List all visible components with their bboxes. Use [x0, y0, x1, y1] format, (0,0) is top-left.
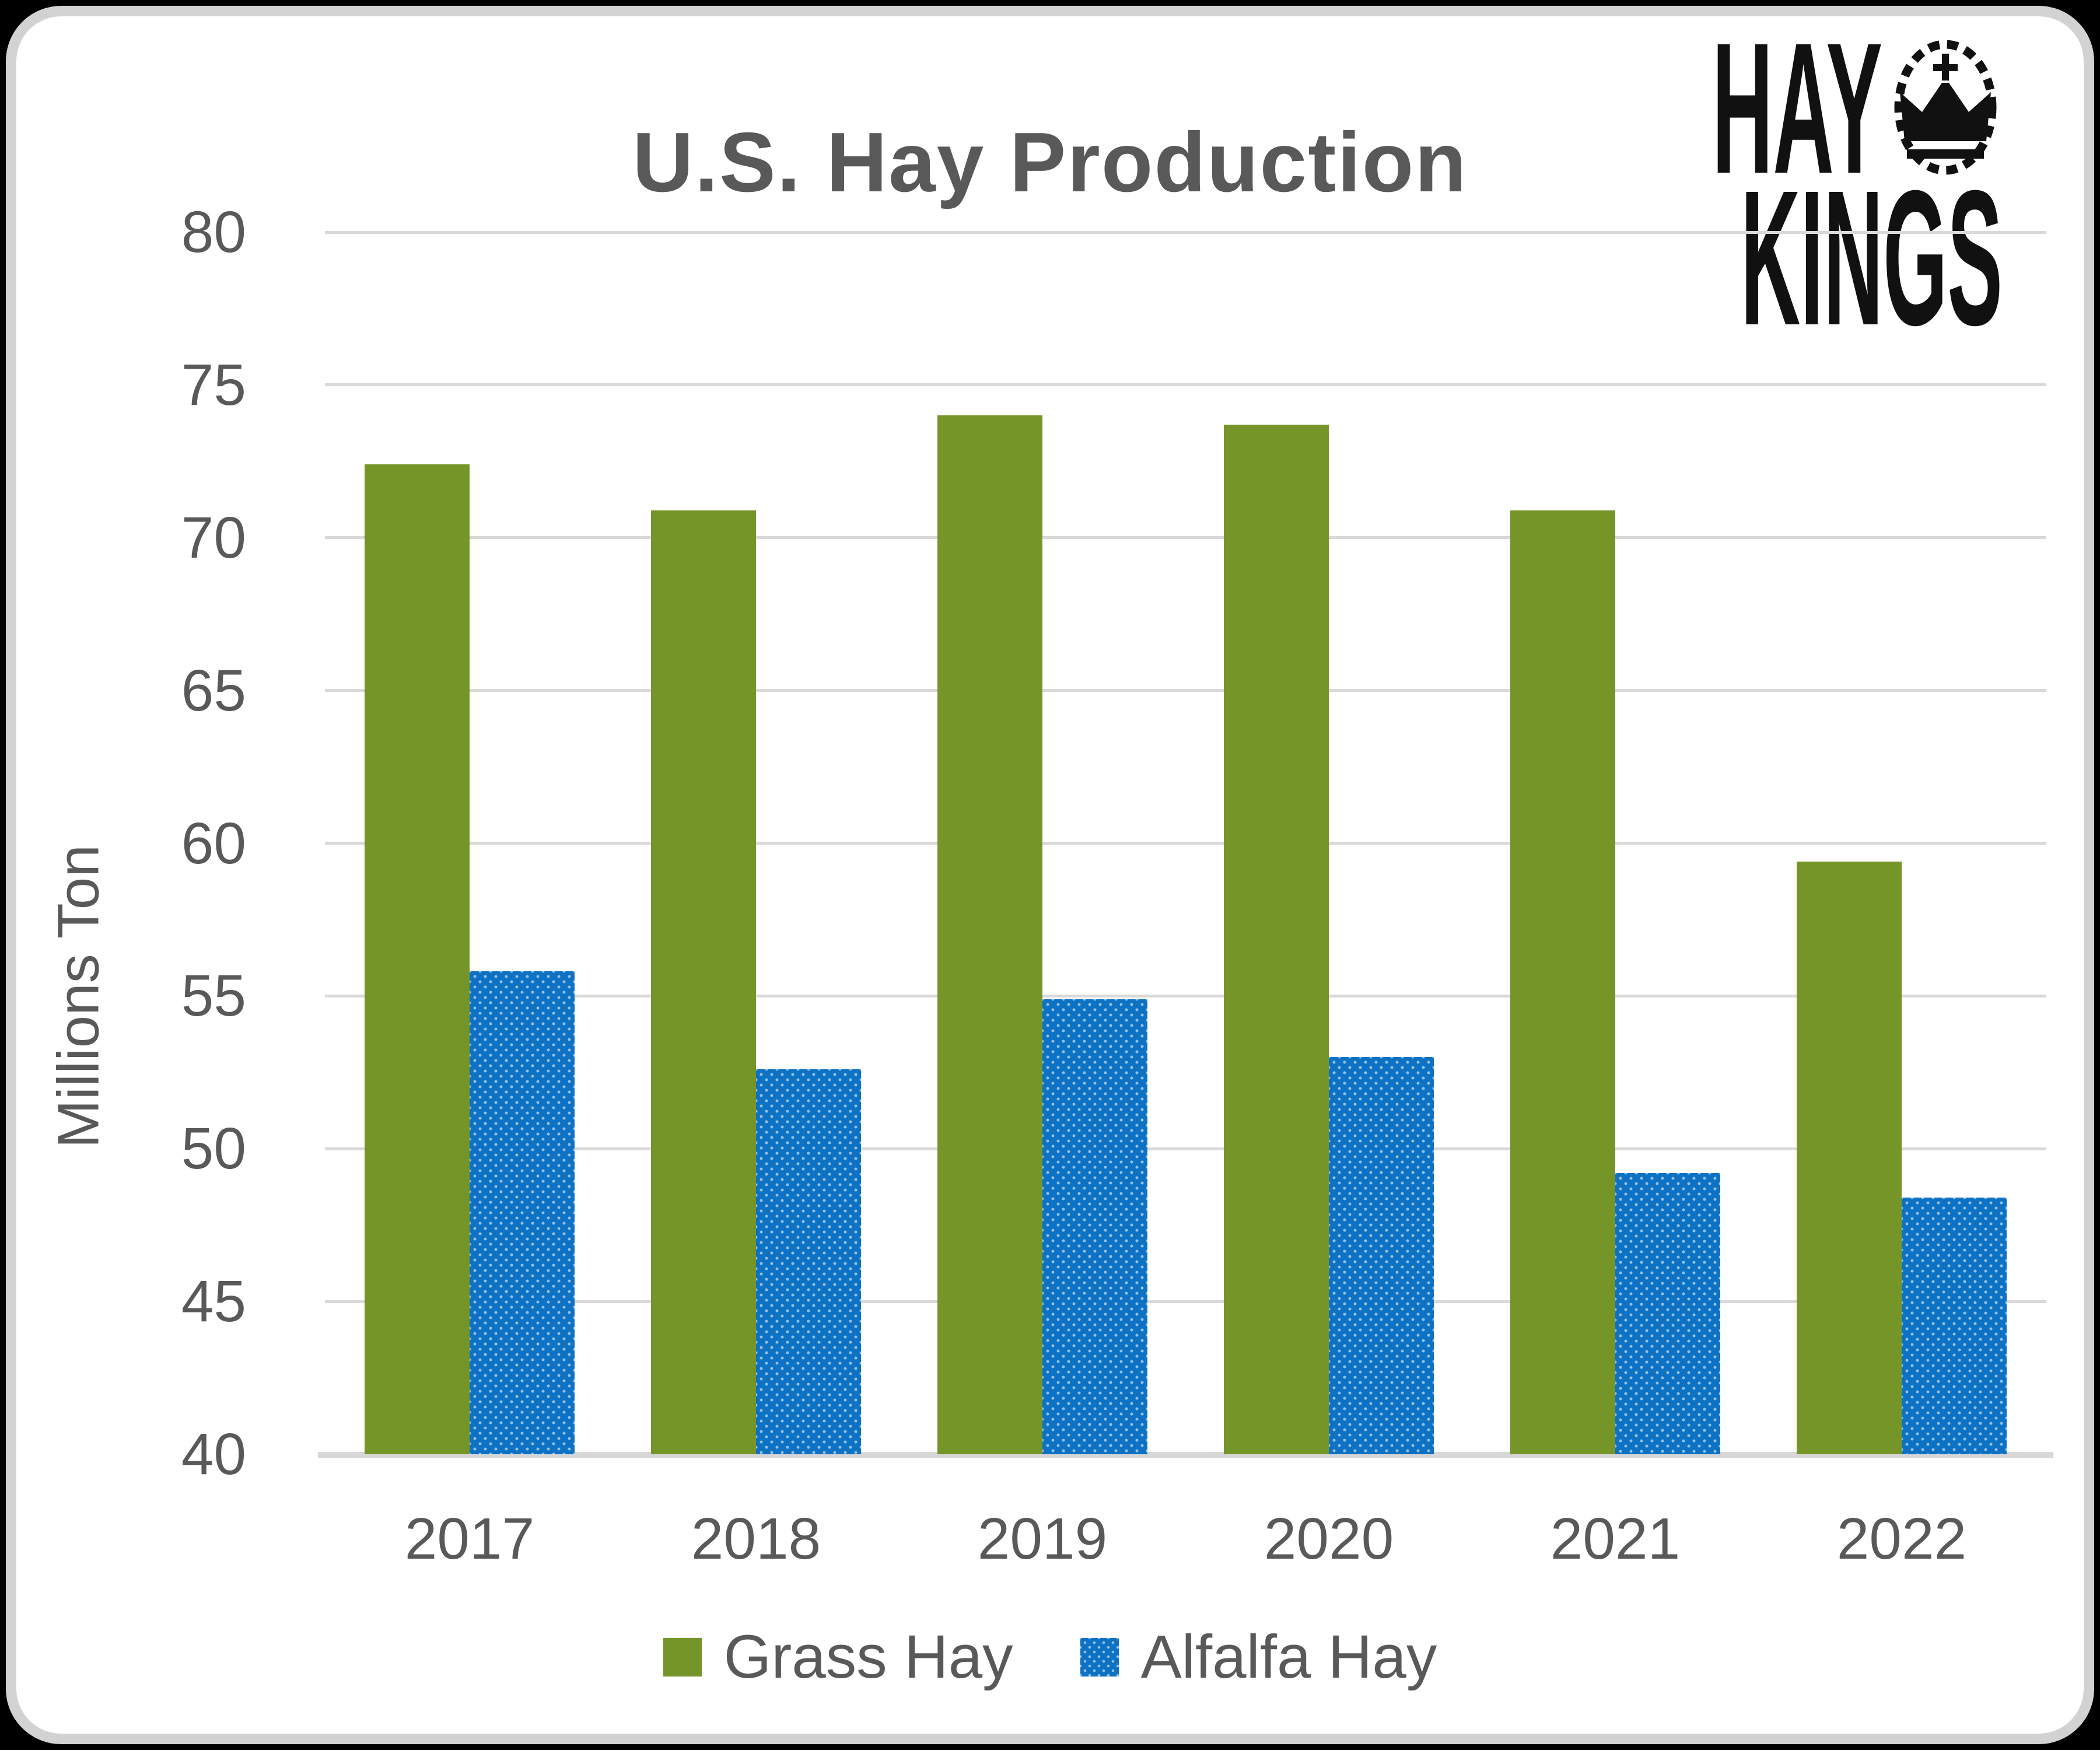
bar-alfalfa-hay-2022	[1902, 1198, 2007, 1454]
gridline	[325, 383, 2046, 387]
bar-grass-hay-2020	[1224, 424, 1329, 1454]
bar-alfalfa-hay-2021	[1615, 1173, 1720, 1454]
gridline	[325, 1300, 2046, 1303]
bar-alfalfa-hay-2019	[1042, 999, 1147, 1454]
bar-grass-hay-2022	[1797, 861, 1902, 1454]
y-tick-label: 50	[181, 1116, 246, 1182]
y-tick-label: 40	[181, 1422, 246, 1487]
bar-grass-hay-2021	[1510, 510, 1615, 1454]
bar-alfalfa-hay-2020	[1329, 1057, 1434, 1454]
bar-alfalfa-hay-2017	[470, 971, 575, 1454]
alfalfa-hay-swatch-icon	[1080, 1637, 1119, 1676]
x-tick-label: 2017	[404, 1506, 535, 1572]
gridline	[325, 230, 2046, 234]
logo-word-kings: KINGS	[1741, 150, 2003, 365]
y-tick-label: 70	[181, 505, 246, 570]
x-tick-label: 2018	[691, 1506, 821, 1572]
y-tick-label: 45	[181, 1269, 246, 1335]
logo-word-hay: HAY	[1712, 4, 1882, 212]
gridline	[325, 994, 2046, 998]
x-axis-line	[318, 1452, 2053, 1458]
x-tick-label: 2020	[1264, 1506, 1394, 1572]
legend: Grass Hay Alfalfa Hay	[0, 1626, 2100, 1688]
y-tick-label: 65	[181, 657, 246, 723]
bar-grass-hay-2019	[937, 415, 1042, 1454]
hay-kings-logo: HAY KINGS	[1712, 4, 2003, 365]
x-tick-label: 2021	[1550, 1506, 1681, 1572]
y-tick-label: 75	[181, 352, 246, 418]
gridline	[325, 1147, 2046, 1150]
legend-item-alfalfa-hay: Alfalfa Hay	[1080, 1626, 1437, 1688]
gridline	[325, 842, 2046, 845]
chart-title: U.S. Hay Production	[632, 115, 1468, 210]
grass-hay-swatch-icon	[663, 1637, 702, 1676]
x-tick-label: 2022	[1836, 1506, 1967, 1572]
legend-label: Alfalfa Hay	[1140, 1623, 1437, 1691]
gridline	[325, 536, 2046, 540]
legend-label: Grass Hay	[723, 1623, 1013, 1691]
bar-grass-hay-2018	[651, 510, 756, 1454]
y-tick-label: 55	[181, 963, 246, 1029]
legend-item-grass-hay: Grass Hay	[663, 1626, 1013, 1688]
gridline	[325, 689, 2046, 692]
logo-wordmark: HAY KINGS	[1712, 4, 2003, 365]
bar-grass-hay-2017	[365, 464, 470, 1454]
y-tick-label: 60	[181, 810, 246, 876]
crown-badge-icon	[1894, 40, 1997, 175]
y-tick-label: 80	[181, 200, 246, 265]
x-tick-label: 2019	[977, 1506, 1108, 1572]
bar-alfalfa-hay-2018	[756, 1069, 861, 1454]
